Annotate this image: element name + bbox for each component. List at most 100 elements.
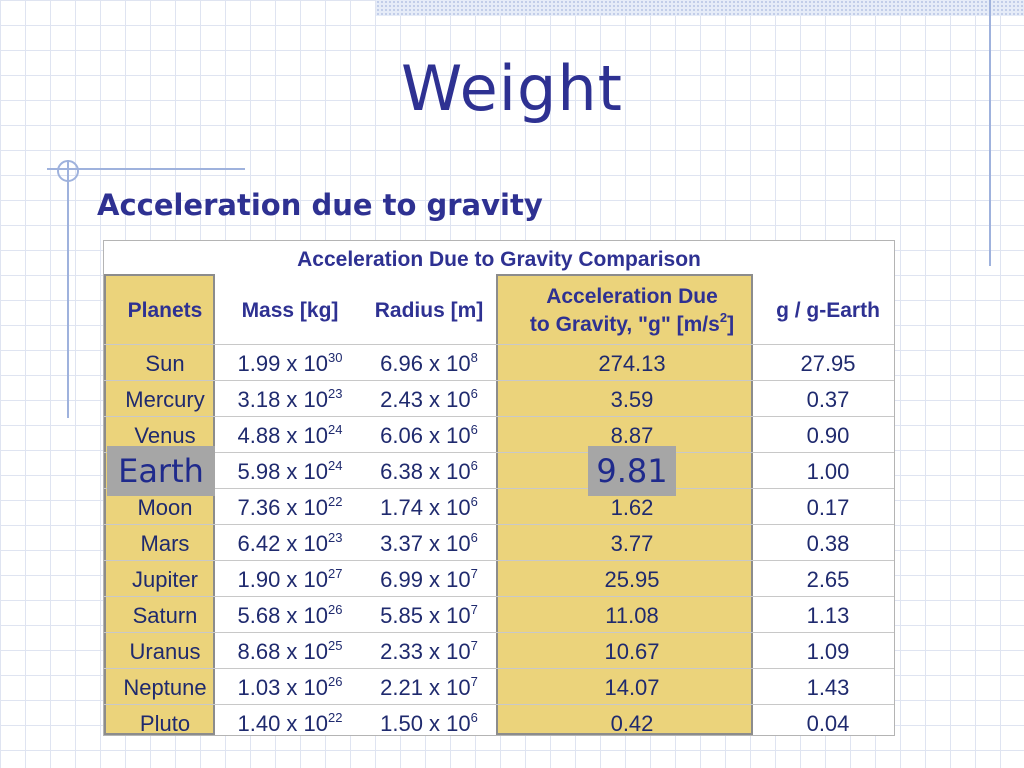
radius-exponent: 6 <box>470 494 478 509</box>
g-ratio-cell: 1.09 <box>806 639 850 664</box>
radius-cell: 2.33 x 107 <box>354 633 504 668</box>
earth-callout-label: Earth <box>107 446 215 496</box>
planet-name-cell: Moon <box>137 495 193 520</box>
acceleration-cell: 3.59 <box>610 387 654 412</box>
planet-name-cell: Pluto <box>139 711 191 736</box>
planet-name-cell: Uranus <box>129 639 201 664</box>
planet-name-cell: Saturn <box>132 603 198 628</box>
mass-exponent: 26 <box>328 602 343 617</box>
mass-exponent: 24 <box>328 458 343 473</box>
radius-mantissa: 1.50 x 10 <box>380 711 471 736</box>
radius-cell: 1.50 x 106 <box>354 705 504 740</box>
acceleration-cell: 3.77 <box>610 531 654 556</box>
g-ratio-cell: 27.95 <box>800 351 856 376</box>
acceleration-cell: 10.67 <box>604 639 660 664</box>
g-ratio-cell: 0.90 <box>806 423 850 448</box>
radius-cell: 5.85 x 107 <box>354 597 504 632</box>
mass-mantissa: 1.40 x 10 <box>237 711 329 736</box>
radius-mantissa: 3.37 x 10 <box>380 531 471 556</box>
g-ratio-cell: 0.17 <box>806 495 850 520</box>
radius-cell: 2.43 x 106 <box>354 381 504 416</box>
radius-cell: 6.38 x 106 <box>354 453 504 488</box>
mass-cell: 1.99 x 1030 <box>226 345 354 380</box>
table-row: Jupiter 1.90 x 1027 6.99 x 107 25.95 2.65 <box>104 560 894 596</box>
planet-name-cell: Venus <box>134 423 196 448</box>
acceleration-cell: 11.08 <box>605 603 659 628</box>
acceleration-cell: 274.13 <box>598 351 666 376</box>
acceleration-cell: 8.87 <box>610 423 654 448</box>
radius-mantissa: 6.96 x 10 <box>380 351 471 376</box>
mass-cell: 6.42 x 1023 <box>226 525 354 560</box>
table-row: Venus 4.88 x 1024 6.06 x 106 8.87 0.90 <box>104 416 894 452</box>
table-row: Sun 1.99 x 1030 6.96 x 108 274.13 27.95 <box>104 344 894 380</box>
g-ratio-cell: 1.13 <box>806 603 850 628</box>
header-radius: Radius [m] <box>374 299 484 322</box>
radius-cell: 6.99 x 107 <box>354 561 504 596</box>
mass-mantissa: 1.99 x 10 <box>237 351 329 376</box>
header-acceleration-line1: Acceleration Due <box>546 285 718 308</box>
mass-cell: 7.36 x 1022 <box>226 489 354 524</box>
mass-exponent: 23 <box>328 386 343 401</box>
mass-mantissa: 3.18 x 10 <box>237 387 329 412</box>
mass-exponent: 23 <box>328 530 343 545</box>
mass-exponent: 27 <box>328 566 343 581</box>
mass-mantissa: 5.98 x 10 <box>237 459 329 484</box>
mass-mantissa: 8.68 x 10 <box>237 639 329 664</box>
header-acceleration-unit-exponent: 2 <box>719 310 728 325</box>
table-row: Moon 7.36 x 1022 1.74 x 106 1.62 0.17 <box>104 488 894 524</box>
g-ratio-cell: 0.04 <box>806 711 850 736</box>
header-g-ratio: g / g-Earth <box>776 299 880 322</box>
radius-exponent: 6 <box>470 386 478 401</box>
radius-mantissa: 6.38 x 10 <box>380 459 471 484</box>
mass-cell: 1.40 x 1022 <box>226 705 354 740</box>
g-ratio-cell: 2.65 <box>806 567 850 592</box>
radius-mantissa: 6.06 x 10 <box>380 423 471 448</box>
mass-exponent: 24 <box>328 422 343 437</box>
g-ratio-cell: 1.00 <box>806 459 850 484</box>
table-row: Saturn 5.68 x 1026 5.85 x 107 11.08 1.13 <box>104 596 894 632</box>
right-rule-line <box>989 0 991 266</box>
mass-cell: 1.90 x 1027 <box>226 561 354 596</box>
header-planets: Planets <box>127 299 203 322</box>
mass-cell: 5.98 x 1024 <box>226 453 354 488</box>
header-acceleration-line2: to Gravity, "g" [m/s <box>529 313 720 336</box>
planet-name-cell: Mars <box>140 531 190 556</box>
top-decorative-band <box>376 0 1024 16</box>
mass-cell: 3.18 x 1023 <box>226 381 354 416</box>
header-mass: Mass [kg] <box>241 299 339 322</box>
planet-name-cell: Sun <box>145 351 185 376</box>
table-row: Pluto 1.40 x 1022 1.50 x 106 0.42 0.04 <box>104 704 894 740</box>
radius-cell: 3.37 x 106 <box>354 525 504 560</box>
radius-exponent: 7 <box>470 566 478 581</box>
acceleration-cell: 0.42 <box>610 711 654 736</box>
radius-exponent: 7 <box>470 674 478 689</box>
radius-mantissa: 2.33 x 10 <box>380 639 471 664</box>
decorative-ring <box>57 160 79 182</box>
planet-name-cell: Jupiter <box>131 567 199 592</box>
planet-name-cell: Mercury <box>125 387 205 412</box>
acceleration-column-highlight <box>496 274 753 735</box>
acceleration-cell: 1.62 <box>610 495 654 520</box>
mass-exponent: 30 <box>328 350 343 365</box>
radius-exponent: 6 <box>470 710 478 725</box>
radius-exponent: 6 <box>470 458 478 473</box>
mass-mantissa: 1.90 x 10 <box>237 567 329 592</box>
radius-cell: 1.74 x 106 <box>354 489 504 524</box>
table-row: Neptune 1.03 x 1026 2.21 x 107 14.07 1.43 <box>104 668 894 704</box>
table-row: Uranus 8.68 x 1025 2.33 x 107 10.67 1.09 <box>104 632 894 668</box>
left-rule-line <box>67 160 69 418</box>
mass-mantissa: 7.36 x 10 <box>237 495 329 520</box>
mass-mantissa: 1.03 x 10 <box>237 675 329 700</box>
planet-name-cell: Neptune <box>123 675 207 700</box>
radius-exponent: 7 <box>470 638 478 653</box>
radius-mantissa: 6.99 x 10 <box>380 567 471 592</box>
mass-mantissa: 5.68 x 10 <box>237 603 329 628</box>
mass-exponent: 22 <box>328 710 343 725</box>
earth-g-callout: 9.81 <box>588 446 676 496</box>
radius-mantissa: 2.43 x 10 <box>380 387 471 412</box>
table-row: Mercury 3.18 x 1023 2.43 x 106 3.59 0.37 <box>104 380 894 416</box>
radius-cell: 2.21 x 107 <box>354 669 504 704</box>
radius-cell: 6.96 x 108 <box>354 345 504 380</box>
top-rule-line <box>47 168 245 170</box>
